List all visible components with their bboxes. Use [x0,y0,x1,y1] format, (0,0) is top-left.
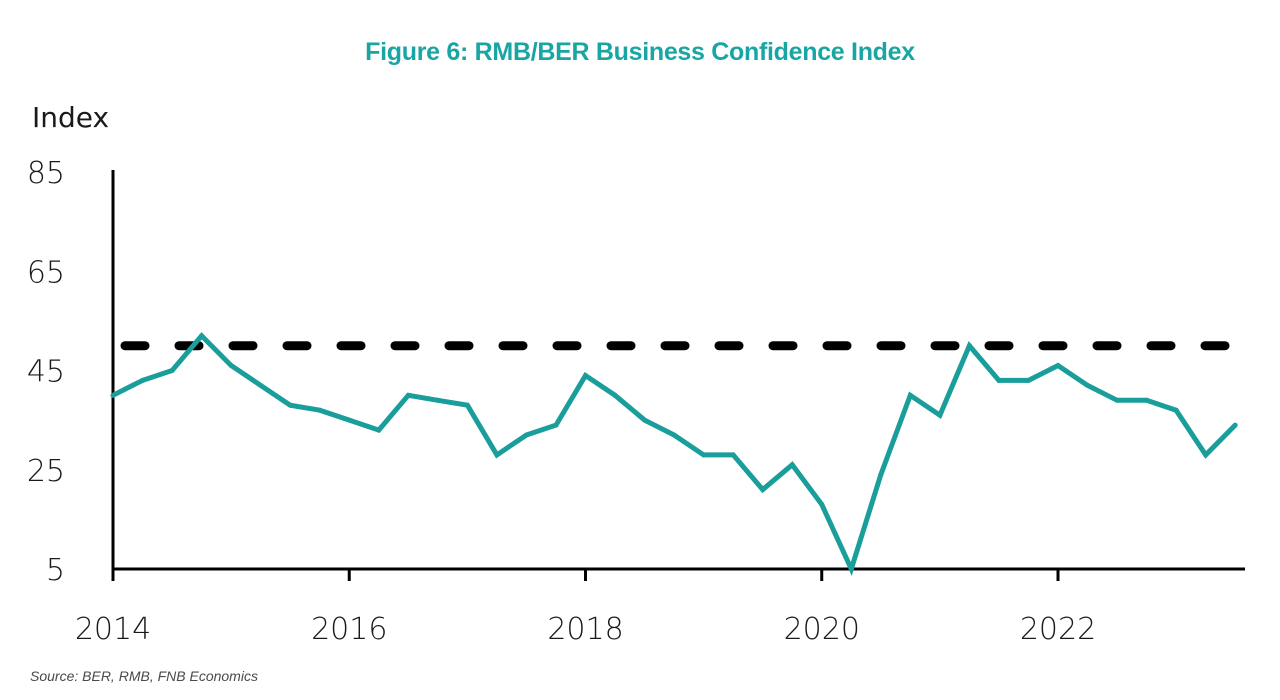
data-point-2016Q1 [346,417,352,423]
data-point-2018Q3 [642,417,648,423]
data-point-2016Q3 [405,392,411,398]
series-points [110,333,1238,572]
data-point-2018Q1 [583,372,588,378]
data-point-2015Q1 [228,363,234,369]
y-tick-label: 65 [27,255,65,290]
data-point-2014Q4 [199,333,205,339]
data-point-2021Q4 [1025,377,1031,383]
data-point-2023Q3 [1232,422,1238,428]
data-point-2022Q1 [1055,363,1061,369]
data-point-2020Q1 [819,501,825,507]
y-tick-label: 25 [27,454,65,489]
y-tick-label: 5 [46,553,65,588]
data-point-2017Q1 [464,402,470,408]
x-axis-ticks: 2014 2016 2018 2020 2022 [75,569,1096,647]
data-point-2014Q2 [140,377,146,383]
data-point-2019Q4 [789,462,795,468]
x-tick-label: 2016 [311,612,387,647]
data-point-2017Q3 [523,432,529,438]
x-tick-label: 2014 [75,612,151,647]
data-point-2017Q2 [494,452,500,458]
source-note: Source: BER, RMB, FNB Economics [30,668,258,684]
data-point-2020Q2 [848,566,854,572]
data-point-2015Q4 [317,407,323,413]
data-point-2023Q2 [1203,452,1209,458]
data-point-2014Q1 [110,392,116,398]
data-point-2022Q4 [1144,397,1150,403]
data-point-2018Q2 [612,392,618,398]
data-point-2014Q3 [169,368,175,373]
data-point-2022Q3 [1114,397,1120,403]
data-point-2015Q3 [287,402,293,408]
data-point-2023Q1 [1173,407,1179,413]
series-line-bci [111,332,1237,576]
data-point-2021Q3 [996,377,1002,383]
y-tick-label: 45 [27,355,65,390]
data-point-2019Q3 [760,487,766,493]
y-axis-ticks: 85 65 45 25 5 [27,156,65,588]
x-tick-label: 2018 [547,612,623,647]
y-tick-label: 85 [27,156,65,191]
data-point-2022Q2 [1085,382,1091,388]
data-point-2018Q4 [671,432,677,438]
data-point-2015Q2 [258,382,264,388]
data-point-2021Q1 [937,412,943,418]
chart-title: Figure 6: RMB/BER Business Confidence In… [365,38,915,66]
data-point-2021Q2 [966,343,972,349]
data-point-2016Q2 [376,427,382,433]
data-point-2020Q3 [878,472,884,478]
data-point-2016Q4 [435,397,441,403]
data-point-2019Q2 [730,452,736,458]
data-point-2019Q1 [701,452,707,458]
x-tick-label: 2020 [784,612,860,647]
data-point-2020Q4 [907,392,913,398]
x-tick-label: 2022 [1020,612,1096,647]
data-point-2017Q4 [553,422,559,428]
y-axis-title: Index [32,101,109,134]
